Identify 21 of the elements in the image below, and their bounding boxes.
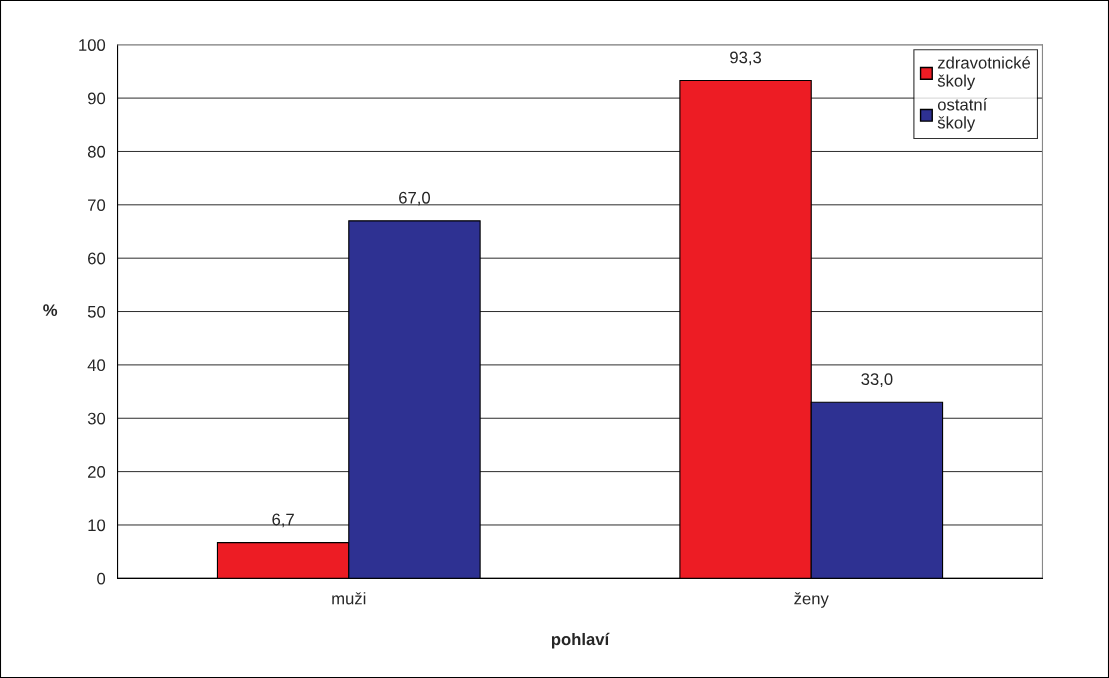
legend-label: ostatní školy (937, 98, 988, 132)
y-tick-label: 70 (88, 199, 106, 212)
x-axis-title: pohlaví (551, 632, 610, 649)
y-tick-label: 50 (87, 305, 106, 318)
data-label: 33,0 (861, 373, 893, 388)
y-axis-title: % (43, 304, 58, 316)
y-tick-label: 40 (87, 359, 106, 372)
data-label: 6,7 (272, 513, 294, 528)
data-label: 93,3 (730, 51, 762, 66)
y-tick-label: 10 (88, 519, 106, 532)
y-tick-label: 100 (79, 39, 106, 51)
y-tick-label: 30 (87, 412, 106, 425)
y-tick-label: 20 (88, 466, 106, 478)
y-tick-label: 80 (87, 145, 106, 158)
y-tick-label: 0 (97, 572, 106, 585)
y-tick-label: 90 (87, 92, 106, 105)
data-label: 67,0 (399, 191, 431, 206)
legend-label: zdravotnické školy (937, 56, 1031, 90)
x-tick-label: ženy (794, 592, 829, 608)
y-tick-label: 60 (88, 252, 106, 265)
x-tick-label: muži (332, 592, 366, 605)
